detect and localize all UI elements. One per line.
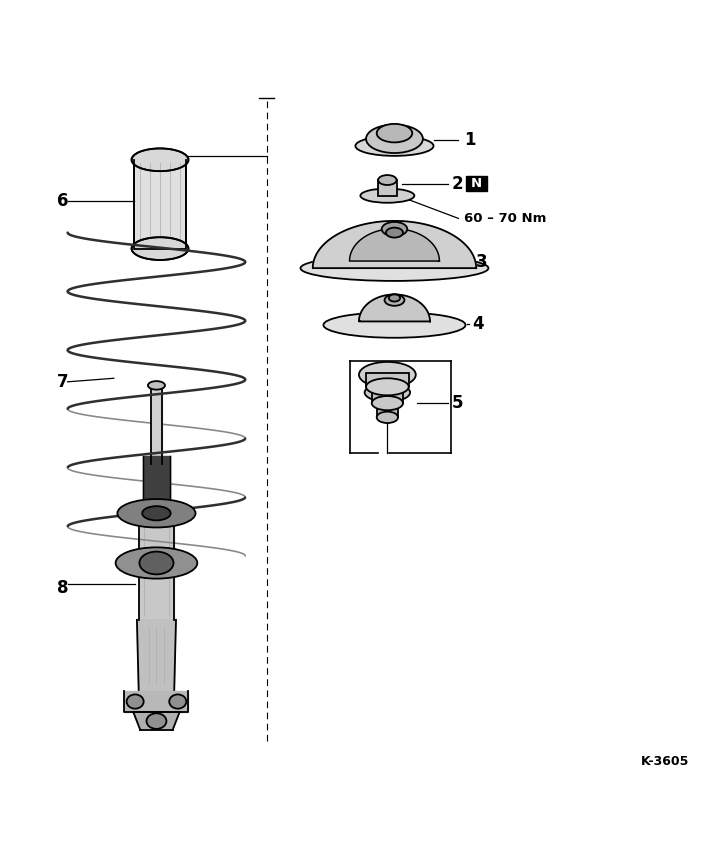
Ellipse shape — [366, 378, 409, 395]
Ellipse shape — [365, 383, 410, 401]
Ellipse shape — [372, 396, 403, 410]
Ellipse shape — [355, 136, 434, 156]
Ellipse shape — [384, 294, 405, 306]
Bar — [366, 372, 409, 387]
Text: 7: 7 — [57, 373, 69, 391]
Text: 6: 6 — [57, 192, 68, 210]
Ellipse shape — [132, 237, 188, 260]
Text: 3: 3 — [476, 253, 488, 271]
Polygon shape — [359, 294, 430, 321]
Bar — [377, 401, 398, 418]
Ellipse shape — [300, 255, 489, 281]
Polygon shape — [133, 712, 180, 730]
Ellipse shape — [142, 506, 170, 520]
Text: 4: 4 — [473, 314, 484, 333]
Ellipse shape — [389, 294, 400, 301]
Bar — [378, 180, 397, 196]
Bar — [372, 390, 403, 403]
Text: 1: 1 — [464, 131, 476, 149]
Polygon shape — [151, 385, 162, 464]
Text: N: N — [471, 177, 481, 190]
Ellipse shape — [366, 125, 423, 153]
Ellipse shape — [359, 362, 416, 388]
Ellipse shape — [148, 381, 165, 389]
Ellipse shape — [377, 124, 413, 142]
Polygon shape — [137, 620, 176, 691]
Ellipse shape — [139, 551, 173, 574]
Ellipse shape — [169, 694, 186, 709]
Polygon shape — [139, 517, 173, 620]
Ellipse shape — [377, 396, 398, 407]
Polygon shape — [125, 691, 188, 712]
Text: 60 – 70 Nm: 60 – 70 Nm — [464, 212, 547, 225]
Polygon shape — [349, 229, 439, 261]
Ellipse shape — [132, 148, 188, 171]
Polygon shape — [143, 456, 170, 514]
Ellipse shape — [146, 713, 167, 729]
Ellipse shape — [115, 547, 197, 579]
Ellipse shape — [377, 412, 398, 423]
Text: K-3605: K-3605 — [641, 755, 689, 768]
Bar — [465, 175, 487, 192]
Ellipse shape — [323, 312, 465, 338]
Bar — [134, 160, 186, 248]
Ellipse shape — [127, 694, 144, 709]
Ellipse shape — [381, 222, 407, 236]
Text: 5: 5 — [451, 394, 463, 412]
Text: 2: 2 — [451, 175, 463, 193]
Ellipse shape — [117, 499, 196, 527]
Ellipse shape — [378, 175, 397, 185]
Text: 8: 8 — [57, 579, 68, 597]
Ellipse shape — [360, 188, 415, 203]
Ellipse shape — [386, 228, 403, 238]
Polygon shape — [312, 221, 476, 268]
